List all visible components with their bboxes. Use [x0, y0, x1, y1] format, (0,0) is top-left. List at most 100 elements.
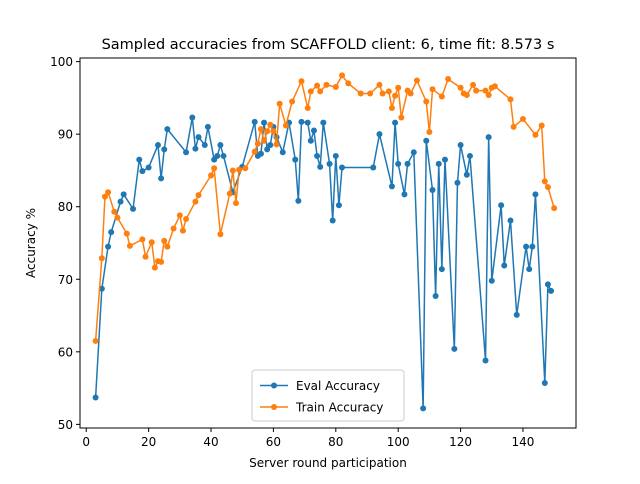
data-point: [388, 105, 395, 112]
data-point: [376, 81, 383, 88]
data-point: [429, 187, 436, 194]
y-tick-label: 80: [58, 200, 73, 214]
data-point: [463, 92, 470, 98]
series-line: [94, 116, 552, 410]
x-tick-label: 20: [141, 435, 156, 449]
data-point: [410, 149, 417, 156]
data-point: [232, 200, 239, 207]
data-point: [270, 128, 277, 135]
data-point: [111, 208, 118, 215]
data-point: [92, 337, 99, 344]
data-point: [401, 191, 408, 198]
data-point: [164, 243, 171, 250]
data-point: [526, 266, 533, 273]
legend-box: [251, 369, 405, 422]
data-point: [470, 81, 477, 88]
data-point: [130, 205, 137, 212]
data-point: [148, 239, 155, 246]
y-axis-label: Accuracy %: [24, 208, 38, 278]
data-point: [370, 164, 377, 171]
data-point: [332, 152, 339, 159]
data-point: [98, 255, 105, 262]
data-point: [392, 92, 399, 99]
data-point: [441, 156, 448, 163]
data-point: [357, 90, 364, 97]
data-point: [307, 137, 314, 144]
data-point: [267, 142, 274, 149]
data-point: [438, 266, 445, 273]
data-point: [407, 90, 414, 97]
data-point: [117, 198, 124, 205]
data-point: [170, 225, 177, 232]
data-point: [257, 126, 264, 133]
data-point: [192, 145, 199, 152]
data-point: [273, 141, 280, 148]
data-point: [158, 258, 165, 265]
data-point: [298, 78, 305, 85]
data-point: [161, 146, 168, 153]
data-point: [507, 217, 514, 224]
data-point: [120, 191, 127, 198]
series-eval: [92, 114, 555, 412]
data-point: [339, 72, 346, 79]
data-point: [466, 152, 473, 159]
data-point: [482, 87, 489, 94]
data-point: [432, 292, 439, 299]
legend: Eval Accuracy Train Accuracy: [251, 369, 405, 422]
y-tick-label: 50: [58, 418, 73, 432]
data-point: [189, 114, 196, 121]
x-tick-label: 80: [328, 435, 343, 449]
data-point: [485, 92, 492, 98]
data-point: [164, 126, 171, 133]
data-point: [519, 115, 526, 122]
data-point: [454, 179, 461, 186]
x-tick-label: 140: [512, 435, 535, 449]
x-tick-label: 0: [82, 435, 90, 449]
data-point: [420, 405, 427, 412]
legend-eval-marker: [271, 382, 277, 389]
data-point: [541, 178, 548, 185]
data-point: [551, 205, 558, 212]
data-point: [323, 81, 330, 88]
data-point: [529, 243, 536, 250]
x-tick-label: 60: [266, 435, 281, 449]
data-point: [332, 84, 339, 91]
data-point: [217, 231, 224, 238]
data-point: [105, 189, 112, 196]
data-point: [532, 191, 539, 198]
data-point: [329, 217, 336, 224]
data-point: [123, 230, 130, 237]
data-point: [457, 84, 464, 91]
data-point: [485, 134, 492, 141]
y-tick-label: 100: [50, 55, 73, 69]
data-point: [548, 287, 555, 294]
data-point: [114, 214, 121, 221]
data-point: [507, 96, 514, 103]
chart-title: Sampled accuracies from SCAFFOLD client:…: [102, 37, 555, 53]
data-point: [201, 142, 208, 149]
data-point: [251, 118, 258, 125]
data-point: [320, 119, 327, 126]
data-point: [532, 131, 539, 138]
data-point: [179, 227, 186, 234]
data-point: [267, 121, 274, 128]
data-point: [295, 197, 302, 204]
data-point: [208, 172, 215, 179]
data-point: [289, 98, 296, 105]
data-point: [226, 190, 233, 197]
data-point: [139, 236, 146, 243]
data-point: [544, 184, 551, 191]
data-point: [501, 262, 508, 269]
data-point: [158, 175, 165, 182]
legend-eval-label: Eval Accuracy: [296, 379, 380, 393]
data-point: [126, 242, 133, 249]
data-point: [139, 168, 146, 175]
data-point: [145, 164, 152, 171]
data-point: [385, 88, 392, 95]
data-point: [488, 277, 495, 284]
data-point: [429, 86, 436, 93]
data-point: [192, 198, 199, 205]
data-point: [392, 119, 399, 126]
data-point: [310, 127, 317, 134]
